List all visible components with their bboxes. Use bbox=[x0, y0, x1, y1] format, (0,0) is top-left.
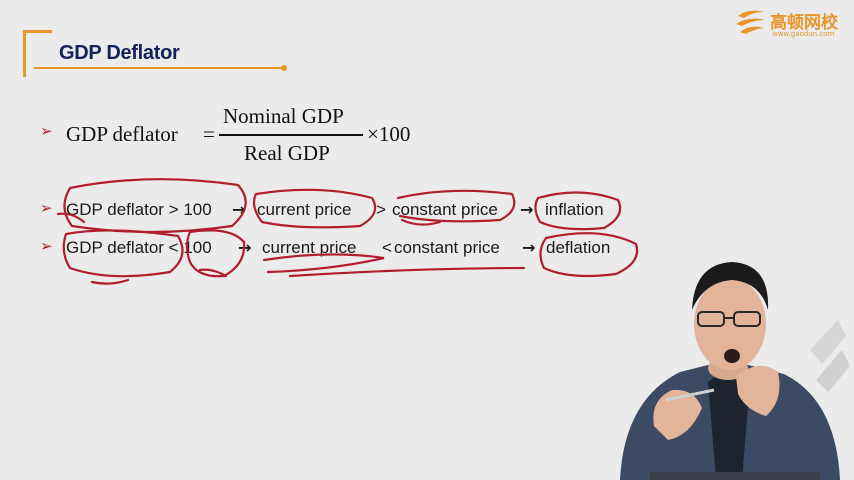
rule-condition: GDP deflator > 100 bbox=[66, 200, 212, 219]
formula-lhs: GDP deflator bbox=[66, 122, 178, 146]
logo-url: www.gaodun.com bbox=[772, 30, 835, 38]
formula-numerator: Nominal GDP bbox=[223, 104, 344, 128]
brand-logo: 高顿网校 www.gaodun.com bbox=[734, 4, 846, 42]
arrow-icon: → bbox=[232, 200, 246, 219]
presenter-hand-right bbox=[736, 365, 780, 416]
presenter-hair bbox=[692, 262, 769, 310]
presenter-microphone bbox=[724, 349, 740, 363]
slide-title: GDP Deflator bbox=[59, 42, 180, 64]
ink-loop-100 bbox=[198, 268, 228, 278]
rule-comparator: < bbox=[382, 238, 392, 257]
ink-underline-constant-1 bbox=[400, 218, 442, 226]
desk-edge bbox=[650, 472, 820, 480]
title-bracket bbox=[23, 30, 52, 77]
background-chevron-icon bbox=[810, 320, 846, 364]
logo-mark-icon bbox=[736, 10, 766, 34]
presenter-pen bbox=[665, 388, 715, 402]
rule-current-price: current price bbox=[262, 238, 357, 257]
ink-line-constant-price-2 bbox=[288, 266, 526, 278]
bullet-icon: ➢ bbox=[40, 122, 53, 140]
rule-constant-price: constant price bbox=[392, 200, 498, 219]
title-underline-dot bbox=[281, 65, 287, 71]
bullet-icon: ➢ bbox=[40, 199, 53, 217]
rule-result: inflation bbox=[545, 200, 604, 219]
rule-comparator: > bbox=[376, 200, 386, 219]
rule-condition: GDP deflator < 100 bbox=[66, 238, 212, 257]
formula-equals: = bbox=[203, 122, 215, 146]
logo-name: 高顿网校 bbox=[770, 13, 838, 33]
rule-current-price: current price bbox=[257, 200, 352, 219]
presenter-hand-left bbox=[653, 389, 702, 440]
presenter-video bbox=[620, 262, 850, 480]
rule-constant-price: constant price bbox=[394, 238, 500, 257]
formula-denominator: Real GDP bbox=[244, 141, 330, 165]
ink-underline-deflator-lt bbox=[90, 278, 130, 285]
fraction-bar bbox=[219, 134, 363, 136]
bullet-icon: ➢ bbox=[40, 237, 53, 255]
formula-multiplier: ×100 bbox=[367, 122, 411, 146]
arrow-icon: → bbox=[522, 238, 536, 257]
title-underline bbox=[34, 67, 284, 69]
background-chevron-icon bbox=[816, 350, 850, 392]
arrow-icon: → bbox=[520, 200, 534, 219]
presenter-face bbox=[694, 278, 766, 370]
rule-result: deflation bbox=[546, 238, 611, 257]
arrow-icon: → bbox=[238, 238, 252, 257]
